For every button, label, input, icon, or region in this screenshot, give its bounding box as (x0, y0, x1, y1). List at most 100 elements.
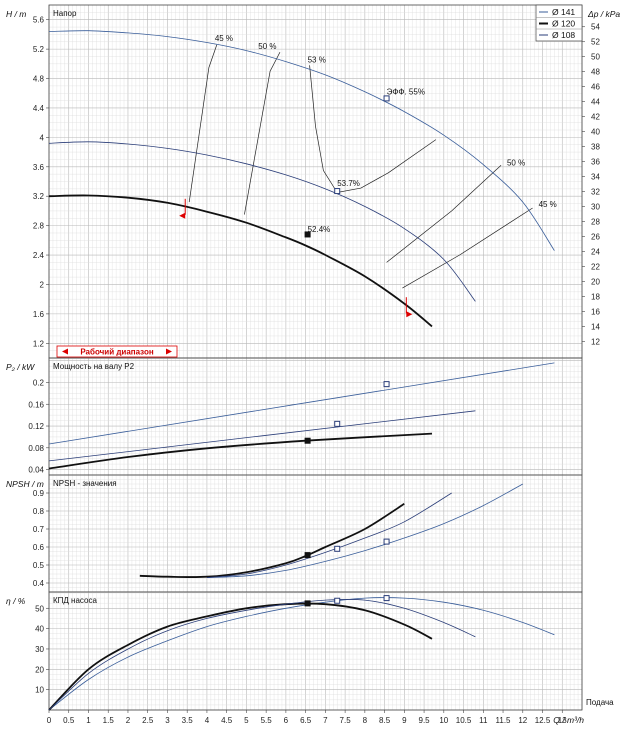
y-axis-label: η / % (6, 596, 26, 606)
series-line (48, 602, 433, 711)
legend-label: Ø 120 (552, 19, 575, 29)
y-tick-label: 0.4 (33, 579, 45, 588)
x-tick-label: 0 (47, 716, 52, 725)
operating-point-marker (334, 597, 341, 604)
y-right-tick-label: 44 (591, 98, 600, 107)
series-line (48, 410, 476, 462)
panel-title: Напор (53, 9, 77, 18)
series-line (48, 432, 433, 470)
operating-range-box (56, 345, 178, 358)
y-right-tick-label: 34 (591, 173, 600, 182)
operating-point-marker (383, 381, 390, 388)
operating-point-marker (304, 552, 311, 559)
operating-point-marker (334, 188, 341, 195)
efficiency-label: 53 % (308, 55, 326, 64)
y-right-tick-label: 40 (591, 128, 600, 137)
legend-label: Ø 141 (552, 7, 575, 17)
series-line (48, 194, 433, 328)
y-tick-label: 10 (35, 686, 44, 695)
y-tick-label: 1.6 (33, 310, 45, 319)
y-tick-label: 0.2 (33, 378, 45, 387)
y-right-tick-label: 28 (591, 218, 600, 227)
y-tick-label: 0.04 (28, 466, 44, 475)
panel-frame (48, 591, 583, 711)
x-tick-label: 2 (126, 716, 131, 725)
y-tick-label: 3.2 (33, 192, 45, 201)
y-right-tick-label: 18 (591, 293, 600, 302)
y-tick-label: 0.16 (28, 400, 44, 409)
panel-eta (46, 591, 583, 711)
x-tick-label: 6 (284, 716, 289, 725)
series-line (48, 30, 555, 251)
efficiency-label: 53.7% (337, 179, 360, 188)
y-right-tick-label: 46 (591, 83, 600, 92)
panel-title: NPSH - значения (53, 479, 117, 488)
y-tick-label: 0.6 (33, 543, 45, 552)
y-axis-label: P₂ / kW (6, 362, 35, 372)
y-right-tick-label: 26 (591, 233, 600, 242)
operating-point-marker (304, 231, 311, 238)
x-tick-label: 4.5 (221, 716, 233, 725)
y-axis-label: H / m (6, 9, 26, 19)
y-right-tick-label: 22 (591, 263, 600, 272)
x-tick-label: 13 (558, 716, 567, 725)
y-right-tick-label: 12 (591, 338, 600, 347)
series-line (206, 483, 523, 578)
x-tick-label: 4 (205, 716, 210, 725)
series-line (139, 503, 405, 579)
operating-range-arrow (406, 311, 413, 318)
right-arrow-icon (166, 348, 172, 355)
x-tick-label: 1 (86, 716, 91, 725)
x-tick-label: 5 (244, 716, 249, 725)
y-tick-label: 50 (35, 604, 44, 613)
y-right-tick-label: 24 (591, 248, 600, 257)
y-right-tick-label: 14 (591, 323, 600, 332)
x-tick-label: 6.5 (300, 716, 312, 725)
x-tick-label: 8.5 (379, 716, 391, 725)
y-tick-label: 4 (40, 133, 45, 142)
y-tick-label: 30 (35, 645, 44, 654)
y-right-tick-label: 50 (591, 53, 600, 62)
x-tick-label: 12.5 (535, 716, 551, 725)
panel-power (46, 357, 583, 476)
legend-label: Ø 108 (552, 30, 575, 40)
y-right-axis-label: Δp / kPa (587, 9, 620, 19)
y-tick-label: 2.4 (33, 251, 45, 260)
operating-range-arrow (179, 212, 186, 219)
y-tick-label: 4.8 (33, 75, 45, 84)
y-right-tick-label: 38 (591, 143, 600, 152)
efficiency-label: 52.4% (308, 225, 331, 234)
efficiency-line (402, 207, 533, 289)
operating-point-marker (383, 595, 390, 602)
x-tick-label: 1.5 (103, 716, 115, 725)
left-arrow-icon (62, 348, 68, 355)
series-line (48, 362, 555, 445)
y-right-tick-label: 52 (591, 38, 600, 47)
x-tick-label: 9 (402, 716, 407, 725)
y-right-tick-label: 16 (591, 308, 600, 317)
y-tick-label: 0.5 (33, 561, 45, 570)
x-tick-label: 11.5 (496, 716, 512, 725)
operating-range-label: Рабочий диапазон (80, 348, 154, 357)
y-right-tick-label: 42 (591, 113, 600, 122)
operating-point-marker (304, 437, 311, 444)
y-tick-label: 2 (40, 280, 45, 289)
x-axis-label: Q / m³/h (553, 715, 584, 725)
y-tick-label: 40 (35, 625, 44, 634)
y-tick-label: 2.8 (33, 222, 45, 231)
efficiency-label: 50 % (258, 42, 276, 51)
y-tick-label: 5.2 (33, 45, 45, 54)
y-right-tick-label: 36 (591, 158, 600, 167)
efficiency-line (386, 165, 502, 263)
x-tick-label: 5.5 (261, 716, 273, 725)
x-tick-label: 8 (363, 716, 368, 725)
x-tick-label: 7.5 (340, 716, 352, 725)
operating-point-marker (304, 600, 311, 607)
panel-npsh (46, 474, 583, 593)
y-right-tick-label: 54 (591, 23, 600, 32)
panel-title: Мощность на валу P2 (53, 362, 135, 371)
y-tick-label: 1.2 (33, 339, 45, 348)
efficiency-line (188, 44, 218, 203)
x-tick-label: 3.5 (182, 716, 194, 725)
